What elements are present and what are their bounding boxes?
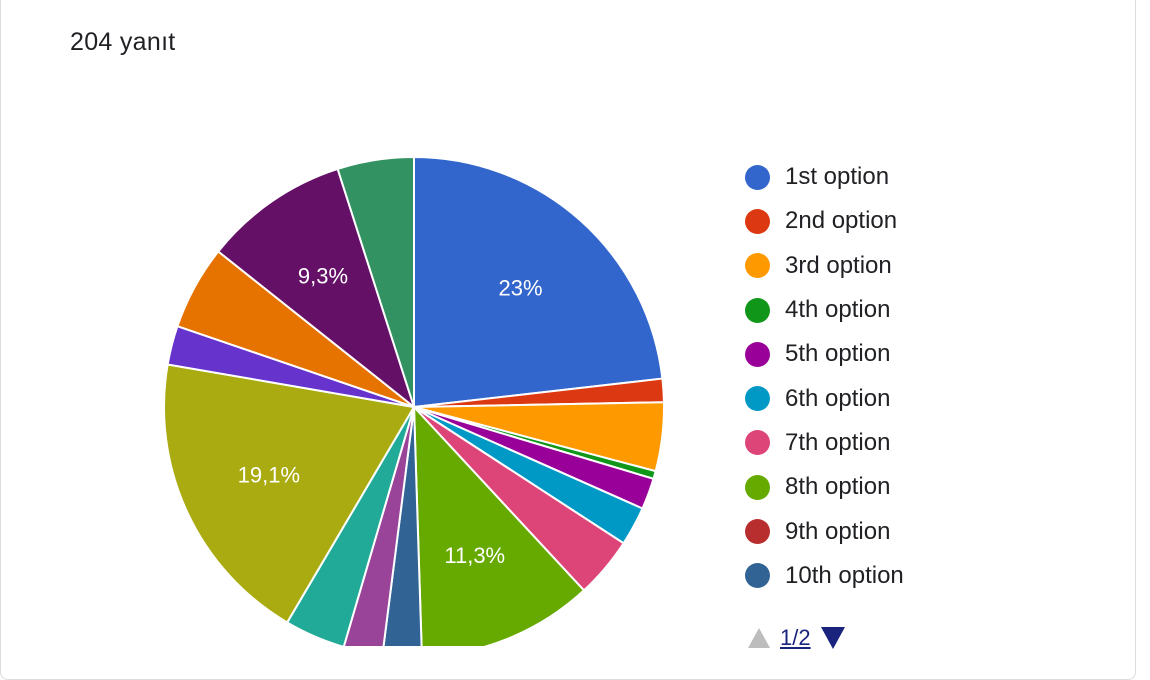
legend-swatch (745, 164, 770, 190)
legend-item[interactable]: 10th option (745, 554, 975, 598)
slice-data-label: 19,1% (238, 462, 300, 487)
pie-slice[interactable] (163, 363, 416, 624)
legend-label: 2nd option (785, 207, 898, 235)
pie-chart: 23% 11,3% 19,1% 9,3% (163, 155, 665, 646)
legend-swatch (745, 253, 770, 279)
legend-label: 10th option (785, 561, 904, 589)
legend-label: 8th option (785, 473, 891, 501)
response-count: 204 yanıt (70, 28, 176, 56)
legend-item[interactable]: 4th option (745, 288, 975, 332)
legend-swatch (745, 341, 770, 367)
legend-swatch (745, 474, 770, 500)
legend-swatch (745, 519, 770, 545)
legend-swatch (745, 430, 770, 456)
slice-data-label: 11,3% (444, 543, 505, 568)
legend-swatch (745, 297, 770, 323)
legend-item[interactable]: 1st option (745, 155, 975, 199)
legend-label: 5th option (785, 340, 891, 368)
legend-item[interactable]: 6th option (745, 376, 975, 420)
slice-data-label: 9,3% (298, 263, 348, 288)
slice-data-label: 23% (498, 276, 542, 301)
pie-slice[interactable] (336, 155, 415, 408)
legend-swatch (745, 208, 770, 234)
legend-item[interactable]: 2nd option (745, 199, 975, 243)
legend-swatch (745, 563, 770, 589)
legend-page-indicator: 1/2 (780, 625, 811, 650)
pie-slice[interactable] (412, 404, 586, 646)
legend-item[interactable]: 8th option (745, 465, 975, 509)
legend-item[interactable]: 5th option (745, 332, 975, 376)
pie-slice[interactable] (413, 155, 664, 409)
previous-page-icon[interactable] (748, 628, 770, 648)
pie-slice[interactable] (382, 406, 423, 646)
next-page-icon[interactable] (820, 627, 845, 649)
pie-slice[interactable] (216, 167, 416, 410)
legend-swatch (745, 386, 770, 412)
legend-label: 1st option (785, 163, 890, 191)
legend-label: 4th option (785, 296, 891, 324)
legend-label: 7th option (785, 428, 891, 456)
legend-item[interactable]: 3rd option (745, 244, 975, 288)
legend-item[interactable]: 7th option (745, 421, 975, 465)
legend-label: 3rd option (785, 251, 892, 279)
legend-pager: 1/2 (748, 625, 845, 651)
legend-label: 9th option (785, 517, 891, 545)
chart-legend: 1st option 2nd option 3rd option 4th option… (745, 155, 975, 598)
legend-item[interactable]: 9th option (745, 509, 975, 553)
legend-label: 6th option (785, 384, 891, 412)
